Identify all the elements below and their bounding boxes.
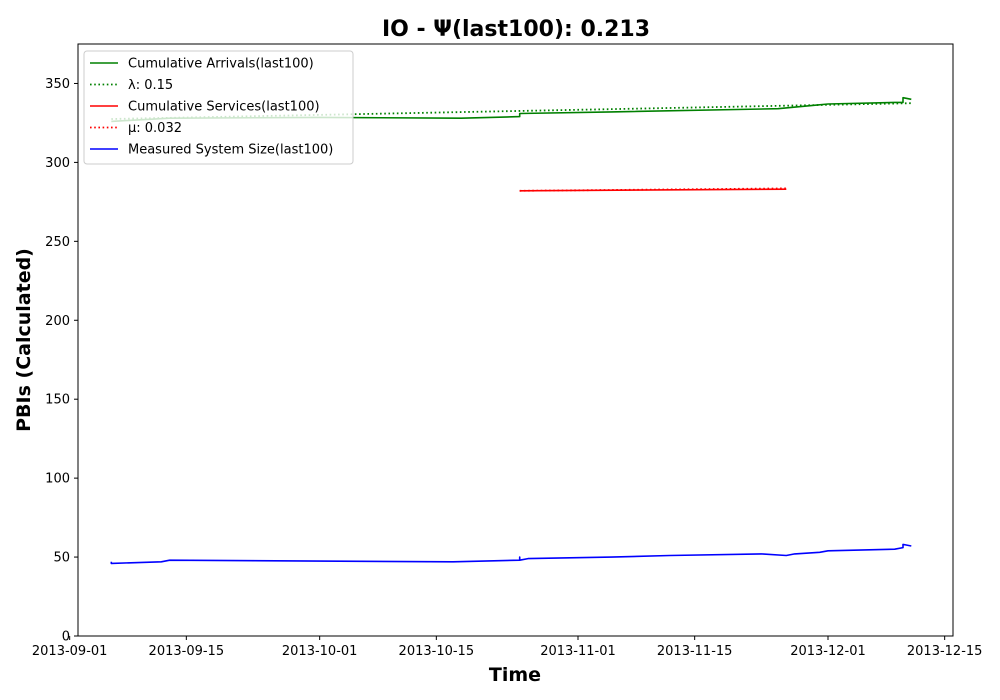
y-tick-label: 250 — [45, 235, 70, 250]
x-tick-label: 2013-11-01 — [540, 644, 616, 659]
legend-label: Cumulative Services(last100) — [128, 100, 320, 115]
series-line-4 — [110, 543, 912, 565]
legend-label: Measured System Size(last100) — [128, 143, 333, 158]
legend-box — [83, 50, 354, 165]
x-tick-label: 2013-10-15 — [399, 644, 475, 659]
x-axis: 2013-09-01 2013-09-15 2013-10-01 2013-10-15… — [32, 636, 983, 659]
x-tick-label: 2013-09-15 — [149, 644, 225, 659]
y-tick-label: 300 — [45, 156, 70, 171]
legend: Cumulative Arrivals(last100) λ: 0.15 Cumul… — [83, 50, 354, 165]
y-axis-label: PBIs (Calculated) — [13, 248, 35, 432]
x-tick-label: 2013-12-15 — [907, 644, 983, 659]
y-tick-label: 100 — [45, 472, 70, 487]
chart-title: IO - Ψ(last100): 0.213 — [382, 17, 650, 42]
x-axis-label: Time — [489, 664, 541, 686]
y-axis: 0 50 100 150 200 250 300 350 — [45, 77, 78, 645]
x-tick-label: 2013-09-01 — [32, 644, 108, 659]
series-line-1 — [111, 102, 912, 120]
x-tick-label: 2013-10-01 — [282, 644, 358, 659]
series-layer — [110, 96, 912, 565]
y-tick-label: 150 — [45, 393, 70, 408]
plot-frame — [77, 43, 954, 637]
legend-label: μ: 0.032 — [128, 121, 182, 136]
legend-label: λ: 0.15 — [128, 78, 173, 93]
y-tick-label: 50 — [53, 551, 70, 566]
series-line-2 — [519, 188, 787, 192]
x-tick-label: 2013-11-15 — [657, 644, 733, 659]
x-tick-label: 2013-12-01 — [790, 644, 866, 659]
y-tick-label: 200 — [45, 314, 70, 329]
y-tick-label: 350 — [45, 77, 70, 92]
legend-label: Cumulative Arrivals(last100) — [128, 57, 314, 72]
y-tick-label: 0 — [62, 630, 70, 645]
